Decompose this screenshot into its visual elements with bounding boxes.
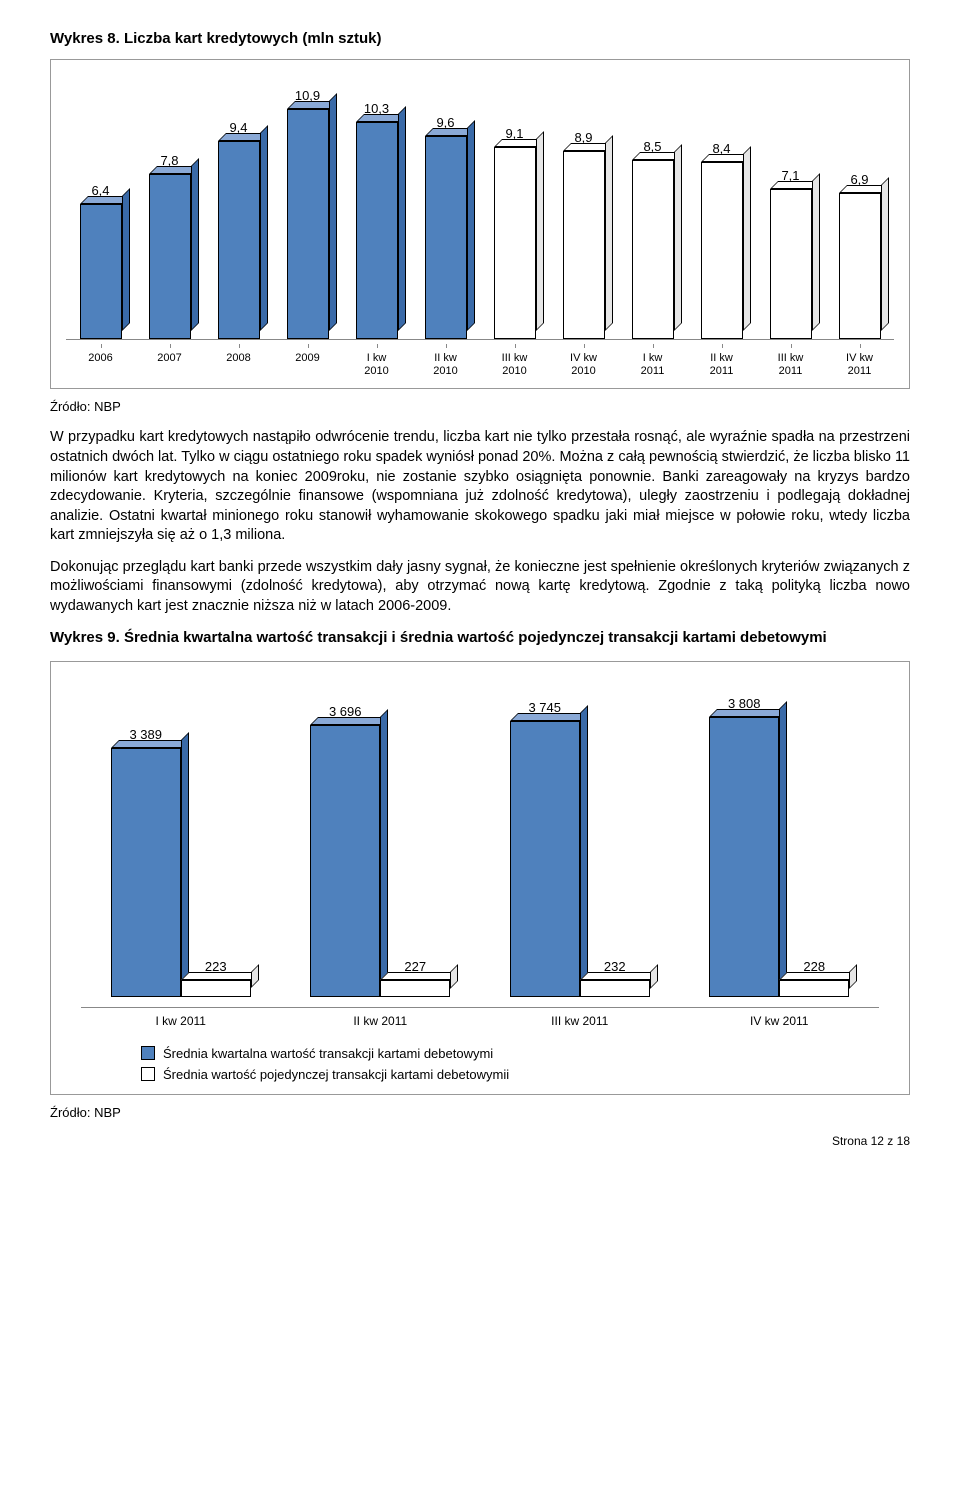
paragraph-1: W przypadku kart kredytowych nastąpiło o… [50,428,910,545]
chart1-xaxis: 2006200720082009I kw2010II kw2010III kw2… [66,344,894,378]
xaxis-label: 2009 [273,344,342,378]
chart2-legend: Średnia kwartalna wartość transakcji kar… [81,1046,879,1082]
paragraph-2: Dokonując przeglądu kart banki przede ws… [50,558,910,617]
chart1-bar: 6,4 [66,183,135,339]
chart1-bar: 9,1 [480,126,549,339]
chart2-bar: 3 808 [709,696,779,997]
chart1-bar: 8,5 [618,139,687,339]
chart1-source: Źródło: NBP [50,399,910,414]
chart1-title: Wykres 8. Liczba kart kredytowych (mln s… [50,30,910,47]
chart2-source: Źródło: NBP [50,1105,910,1120]
xaxis-label: I kw2010 [342,344,411,378]
chart1-bar: 7,8 [135,153,204,339]
chart2-group: 3 696227 [281,704,481,997]
chart2-group: 3 389223 [81,727,281,997]
legend-item: Średnia kwartalna wartość transakcji kar… [141,1046,879,1061]
page-footer: Strona 12 z 18 [50,1134,910,1148]
chart1-bars: 6,47,89,410,910,39,69,18,98,58,47,16,9 [66,80,894,340]
chart2-bar: 3 745 [510,700,580,996]
xaxis-label: 2006 [66,344,135,378]
legend-item: Średnia wartość pojedynczej transakcji k… [141,1067,879,1082]
legend-label: Średnia wartość pojedynczej transakcji k… [163,1067,509,1082]
xaxis-label: II kw 2011 [281,1014,481,1028]
chart1-container: 6,47,89,410,910,39,69,18,98,58,47,16,9 2… [50,59,910,389]
xaxis-label: II kw2010 [411,344,480,378]
chart2-bar: 3 696 [310,704,380,997]
chart1-bar: 8,9 [549,130,618,339]
page-number: Strona 12 z 18 [832,1134,910,1148]
xaxis-label: III kw 2011 [480,1014,680,1028]
chart2-bar: 228 [779,959,849,997]
xaxis-label: 2007 [135,344,204,378]
xaxis-label: IV kw2010 [549,344,618,378]
chart1-bar: 9,4 [204,120,273,339]
chart2-bar: 223 [181,959,251,996]
chart2-bar: 3 389 [111,727,181,997]
chart2-bars: 3 3892233 6962273 7452323 808228 [81,687,879,997]
xaxis-label: IV kw 2011 [680,1014,880,1028]
xaxis-label: III kw2010 [480,344,549,378]
xaxis-label: III kw2011 [756,344,825,378]
legend-swatch [141,1067,155,1081]
legend-swatch [141,1046,155,1060]
xaxis-label: I kw 2011 [81,1014,281,1028]
chart1-bar: 10,3 [342,101,411,339]
chart1-bar: 6,9 [825,172,894,339]
xaxis-label: I kw2011 [618,344,687,378]
chart2-group: 3 745232 [480,700,680,996]
chart2-bar: 227 [380,959,450,997]
chart2-bar: 232 [580,959,650,997]
xaxis-label: IV kw2011 [825,344,894,378]
chart2-group: 3 808228 [680,696,880,997]
chart2-xaxis: I kw 2011II kw 2011III kw 2011IV kw 2011 [81,1007,879,1028]
chart2-title: Wykres 9. Średnia kwartalna wartość tran… [50,628,910,648]
chart1-bar: 7,1 [756,168,825,339]
chart2-container: 3 3892233 6962273 7452323 808228 I kw 20… [50,661,910,1095]
xaxis-label: 2008 [204,344,273,378]
chart1-bar: 10,9 [273,88,342,339]
legend-label: Średnia kwartalna wartość transakcji kar… [163,1046,493,1061]
xaxis-label: II kw2011 [687,344,756,378]
chart1-bar: 9,6 [411,115,480,339]
chart1-bar: 8,4 [687,141,756,339]
